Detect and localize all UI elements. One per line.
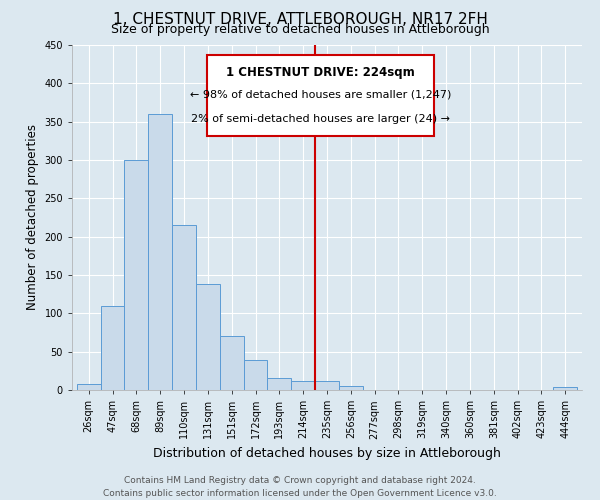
- X-axis label: Distribution of detached houses by size in Attleborough: Distribution of detached houses by size …: [153, 447, 501, 460]
- Bar: [172, 225, 196, 390]
- Bar: [77, 384, 101, 390]
- Bar: [101, 306, 124, 390]
- Text: Size of property relative to detached houses in Attleborough: Size of property relative to detached ho…: [110, 22, 490, 36]
- Text: 2% of semi-detached houses are larger (24) →: 2% of semi-detached houses are larger (2…: [191, 114, 450, 124]
- Bar: [553, 387, 577, 390]
- Bar: [268, 378, 291, 390]
- Bar: [315, 381, 339, 390]
- Bar: [124, 160, 148, 390]
- Bar: [148, 114, 172, 390]
- Text: Contains HM Land Registry data © Crown copyright and database right 2024.
Contai: Contains HM Land Registry data © Crown c…: [103, 476, 497, 498]
- Bar: [339, 386, 363, 390]
- Bar: [244, 360, 268, 390]
- Text: ← 98% of detached houses are smaller (1,247): ← 98% of detached houses are smaller (1,…: [190, 90, 451, 100]
- Bar: [291, 381, 315, 390]
- Y-axis label: Number of detached properties: Number of detached properties: [26, 124, 39, 310]
- Bar: [196, 284, 220, 390]
- FancyBboxPatch shape: [207, 56, 434, 136]
- Text: 1 CHESTNUT DRIVE: 224sqm: 1 CHESTNUT DRIVE: 224sqm: [226, 66, 415, 78]
- Bar: [220, 336, 244, 390]
- Text: 1, CHESTNUT DRIVE, ATTLEBOROUGH, NR17 2FH: 1, CHESTNUT DRIVE, ATTLEBOROUGH, NR17 2F…: [113, 12, 487, 28]
